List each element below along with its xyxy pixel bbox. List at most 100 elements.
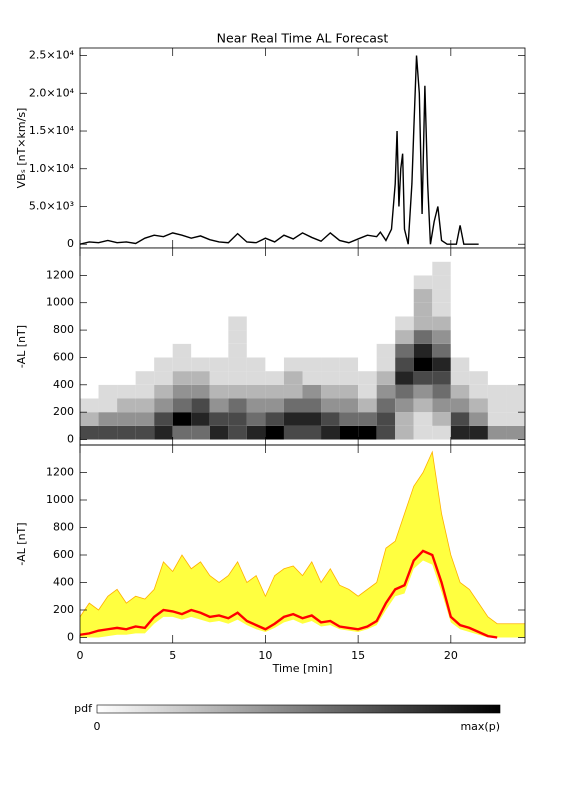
pdf-cell	[265, 343, 284, 358]
pdf-cell	[413, 289, 433, 303]
pdf-cell	[376, 343, 396, 358]
pdf-cell	[154, 398, 173, 413]
pdf-cell	[246, 371, 266, 385]
pdf-cell	[432, 330, 451, 344]
y-tick-label: 400	[53, 576, 74, 589]
pdf-cell	[395, 330, 414, 344]
pdf-cell	[321, 330, 340, 344]
pdf-cell	[339, 357, 359, 372]
pdf-cell	[265, 275, 284, 290]
pdf-cell	[98, 371, 118, 385]
pdf-cell	[469, 343, 488, 358]
pdf-cell	[172, 248, 192, 262]
pdf-cell	[432, 384, 451, 399]
pdf-cell	[80, 357, 99, 372]
pdf-cell	[395, 275, 414, 290]
pdf-cell	[172, 357, 192, 372]
pdf-cell	[191, 289, 210, 303]
pdf-cell	[191, 261, 210, 276]
pdf-cell	[302, 371, 322, 385]
pdf-cell	[246, 261, 266, 276]
pdf-cell	[117, 357, 136, 372]
pdf-cell	[154, 384, 173, 399]
pdf-cell	[376, 425, 396, 440]
band-upper-edge	[79, 450, 525, 625]
pdf-cell	[302, 425, 322, 440]
pdf-cell	[376, 261, 396, 276]
pdf-cell	[80, 371, 99, 385]
pdf-cell	[358, 425, 377, 440]
pdf-cell	[246, 248, 266, 262]
pdf-cell	[339, 248, 359, 262]
pdf-cell	[450, 425, 470, 440]
pdf-cell	[228, 275, 247, 290]
pdf-cell	[135, 371, 155, 385]
pdf-cell	[358, 248, 377, 262]
pdf-cell	[265, 289, 284, 303]
pdf-cell	[395, 261, 414, 276]
pdf-cell	[413, 343, 433, 358]
pdf-cell	[80, 261, 99, 276]
pdf-cell	[265, 384, 284, 399]
pdf-cell	[228, 412, 247, 426]
pdf-cell	[154, 316, 173, 331]
pdf-cell	[265, 398, 284, 413]
pdf-cell	[469, 316, 488, 331]
pdf-cell	[154, 248, 173, 262]
pdf-cell	[358, 330, 377, 344]
pdf-cell	[358, 302, 377, 317]
pdf-cell	[283, 289, 303, 303]
pdf-cell	[172, 371, 192, 385]
pdf-cell	[469, 357, 488, 372]
pdf-cell	[302, 275, 322, 290]
pdf-cell	[321, 425, 340, 440]
pdf-cell	[228, 330, 247, 344]
pdf-cell	[135, 248, 155, 262]
pdf-cell	[358, 357, 377, 372]
pdf-cell	[506, 261, 525, 276]
pdf-cell	[450, 357, 470, 372]
pdf-cell	[246, 316, 266, 331]
pdf-cell	[246, 357, 266, 372]
y-tick-label: 200	[53, 603, 74, 616]
chart-title: Near Real Time AL Forecast	[217, 31, 389, 46]
pdf-cell	[395, 316, 414, 331]
pdf-cell	[265, 330, 284, 344]
pdf-cell	[339, 275, 359, 290]
pdf-cell	[228, 302, 247, 317]
pdf-cell	[413, 261, 433, 276]
pdf-cell	[98, 398, 118, 413]
pdf-cell	[376, 330, 396, 344]
pdf-cell	[246, 330, 266, 344]
pdf-cell	[154, 412, 173, 426]
pdf-cell	[302, 330, 322, 344]
pdf-cell	[358, 261, 377, 276]
pdf-cell	[98, 412, 118, 426]
plot-frame	[79, 444, 526, 644]
pdf-cell	[209, 248, 229, 262]
pdf-cell	[135, 302, 155, 317]
pdf-cell	[432, 289, 451, 303]
pdf-cell	[432, 371, 451, 385]
pdf-cell	[487, 343, 507, 358]
pdf-cell	[209, 384, 229, 399]
pdf-cell	[339, 330, 359, 344]
pdf-cell	[376, 398, 396, 413]
y-tick-label: 1200	[46, 268, 74, 281]
pdf-cell	[135, 289, 155, 303]
pdf-cell	[117, 248, 136, 262]
y-axis-label: -AL [nT]	[15, 522, 28, 565]
pdf-cell	[321, 302, 340, 317]
pdf-cell	[283, 261, 303, 276]
pdf-cell	[209, 316, 229, 331]
pdf-cell	[98, 357, 118, 372]
pdf-cell	[117, 330, 136, 344]
pdf-cell	[283, 398, 303, 413]
pdf-cell	[413, 425, 433, 440]
pdf-cell	[376, 302, 396, 317]
pdf-cell	[135, 261, 155, 276]
y-tick-label: 1.5×10⁴	[29, 124, 75, 137]
pdf-cell	[98, 302, 118, 317]
pdf-cell	[209, 412, 229, 426]
pdf-cell	[487, 398, 507, 413]
